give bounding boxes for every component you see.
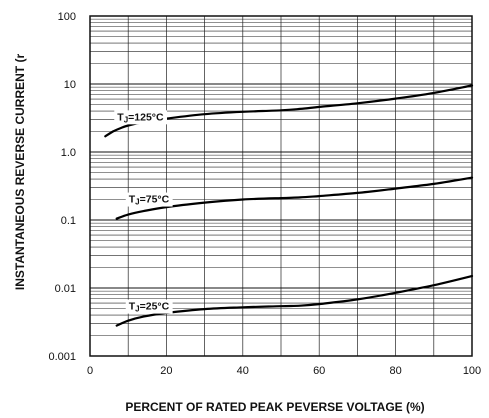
series-line [115,176,474,220]
plot-frame [89,15,473,357]
series-label: TJ=125°C [117,111,164,124]
y-axis-title: INSTANTANEOUS REVERSE CURRENT (r [13,54,27,291]
series-labels: TJ=125°C TJ=75°C TJ=25°C [114,110,173,314]
x-tick-label: 20 [160,365,172,377]
y-tick-labels: 0.001 0.01 0.1 1.0 10 100 [48,11,76,363]
x-tick-label: 80 [389,365,401,377]
x-tick-label: 40 [237,365,249,377]
series-label-background [114,110,168,125]
series-line [115,274,474,327]
series-label: TJ=25°C [129,301,170,314]
series-label-background [125,299,173,314]
series-label-background [125,192,173,207]
y-tick-label: 0.01 [55,283,76,295]
series-lines [104,84,474,327]
x-tick-label: 60 [313,365,325,377]
y-tick-label: 10 [64,79,76,91]
x-axis-title: PERCENT OF RATED PEAK PEVERSE VOLTAGE (%… [125,400,424,414]
x-tick-labels: 0 20 40 60 80 100 [87,365,481,377]
y-tick-label: 0.001 [48,351,76,363]
y-tick-label: 1.0 [61,147,76,159]
x-tick-label: 100 [463,365,481,377]
x-tick-label: 0 [87,365,93,377]
series-label: TJ=75°C [129,194,170,207]
y-tick-label: 0.1 [61,215,76,227]
series-line [104,84,474,138]
y-tick-label: 100 [58,11,76,23]
